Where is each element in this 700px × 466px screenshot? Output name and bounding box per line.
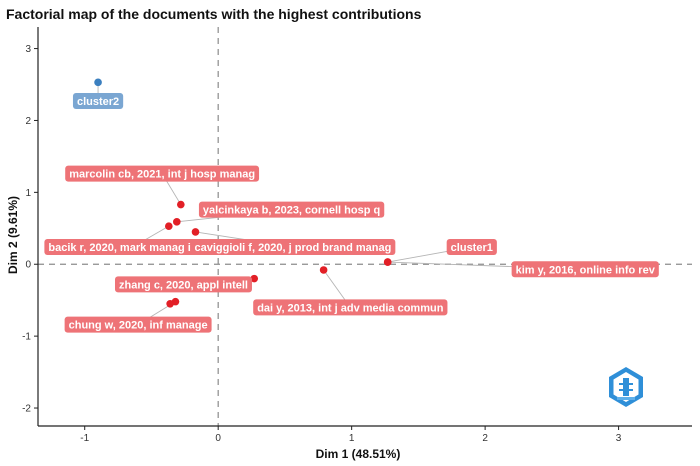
x-tick-label: 0 <box>215 433 221 444</box>
point-label-text: dai y, 2013, int j adv media commun <box>257 302 444 314</box>
point-label-background <box>72 93 124 110</box>
data-point <box>166 299 174 308</box>
y-tick-label: 1 <box>25 188 31 199</box>
point-label-text: marcolin cb, 2021, int j hosp manag <box>69 169 255 181</box>
point-label: kim y, 2016, online info rev <box>511 261 659 278</box>
point-label-text: bacik r, 2020, mark manag innov <box>48 242 218 254</box>
data-points <box>94 78 392 308</box>
point-label-text: cluster2 <box>77 96 119 108</box>
data-point <box>191 228 200 236</box>
data-point <box>250 274 259 283</box>
point-label: yalcinkaya b, 2023, cornell hosp q <box>198 201 385 218</box>
point-label-background <box>446 238 497 255</box>
point-labels: cluster2 marcolin cb, 2021, int j hosp ma… <box>44 93 659 333</box>
point-label: dai y, 2013, int j adv media commun <box>253 299 448 316</box>
y-tick-label: 0 <box>25 260 31 271</box>
point-label: bacik r, 2020, mark manag innov <box>44 238 222 255</box>
data-point <box>177 200 185 209</box>
x-tick-label: 2 <box>482 433 488 444</box>
y-tick-label: -2 <box>22 404 31 415</box>
point-label-background <box>198 201 385 218</box>
axes: -1 0 1 2 3 -2 -1 0 1 2 3 <box>22 27 692 444</box>
y-axis-label: Dim 2 (9.61%) <box>6 196 20 274</box>
data-point <box>383 258 392 266</box>
y-tick-label: 3 <box>25 44 31 55</box>
x-tick-label: 3 <box>616 433 622 444</box>
point-label: caviggioli f, 2020, j prod brand manag <box>190 238 396 255</box>
x-tick-label: 1 <box>349 433 355 444</box>
point-label-background <box>253 299 448 316</box>
point-label: chung w, 2020, inf manage <box>64 316 212 333</box>
point-label-background <box>114 276 252 293</box>
point-label-background <box>190 238 396 255</box>
x-axis-label: Dim 1 (48.51%) <box>316 447 401 461</box>
point-label: cluster2 <box>72 93 124 110</box>
bibliometrix-logo-icon <box>609 367 643 407</box>
point-label-text: caviggioli f, 2020, j prod brand manag <box>195 242 392 254</box>
point-label-text: yalcinkaya b, 2023, cornell hosp q <box>203 205 380 217</box>
data-point <box>165 222 173 230</box>
point-label-text: zhang c, 2020, appl intell <box>119 279 248 291</box>
point-label-background <box>65 165 260 182</box>
point-label-text: cluster1 <box>451 242 493 254</box>
data-point <box>173 218 181 226</box>
point-label-background <box>44 238 222 255</box>
point-label-text: kim y, 2016, online info rev <box>516 264 656 276</box>
reference-lines <box>38 27 692 426</box>
data-point <box>94 78 102 87</box>
point-label: cluster1 <box>446 238 497 255</box>
x-tick-label: -1 <box>80 433 89 444</box>
y-tick-label: 2 <box>25 116 31 127</box>
point-label-background <box>64 316 212 333</box>
point-label-background <box>511 261 659 278</box>
point-label-text: chung w, 2020, inf manage <box>69 320 208 332</box>
chart-title: Factorial map of the documents with the … <box>6 6 422 22</box>
point-label: marcolin cb, 2021, int j hosp manag <box>65 165 260 182</box>
data-point <box>319 266 328 274</box>
point-label: zhang c, 2020, appl intell <box>114 276 252 293</box>
y-tick-label: -1 <box>22 332 31 343</box>
